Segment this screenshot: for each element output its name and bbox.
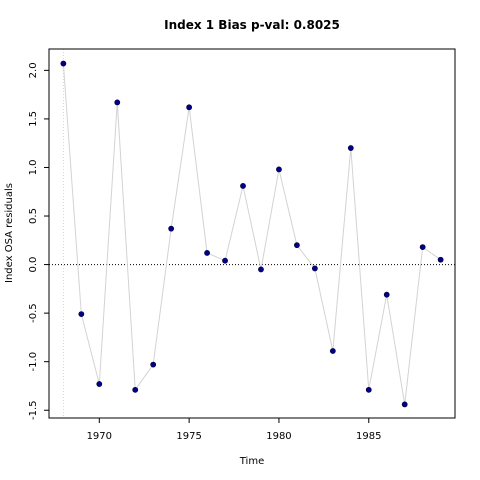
y-tick-label: 0.5 — [28, 208, 39, 224]
residual-connector-line — [62, 63, 441, 405]
x-tick-label: 1985 — [356, 431, 381, 442]
data-point — [311, 265, 318, 272]
data-point — [419, 244, 426, 250]
data-point — [150, 361, 157, 368]
data-point — [186, 104, 193, 111]
x-tick-label: 1980 — [266, 431, 291, 442]
data-point — [365, 386, 372, 393]
data-point — [204, 250, 210, 256]
data-point — [78, 311, 85, 317]
y-axis-title: Index OSA residuals — [4, 183, 15, 283]
data-point — [132, 386, 139, 393]
data-point — [347, 145, 354, 151]
data-point — [168, 225, 175, 232]
data-point — [240, 183, 246, 189]
data-point — [258, 266, 264, 273]
plot-frame — [48, 48, 456, 419]
data-point — [222, 257, 228, 264]
x-tick-label: 1975 — [176, 431, 201, 442]
y-tick-label: 1.0 — [28, 160, 39, 176]
data-point — [60, 60, 67, 67]
data-point — [276, 166, 282, 173]
data-point — [294, 242, 300, 249]
plot-area — [49, 49, 455, 418]
data-point — [329, 348, 336, 354]
x-axis-title: Time — [239, 456, 264, 467]
y-tick-label: 0.0 — [28, 257, 39, 273]
data-point — [401, 401, 408, 408]
data-point — [437, 256, 444, 263]
data-point — [114, 99, 121, 106]
y-tick-label: 2.0 — [28, 62, 39, 78]
x-tick-label: 1970 — [87, 431, 112, 442]
y-tick-label: -1.5 — [28, 400, 39, 420]
data-point — [383, 291, 390, 298]
y-tick-label: 1.5 — [28, 111, 39, 127]
y-tick-label: -0.5 — [28, 303, 39, 323]
chart-title: Index 1 Bias p-val: 0.8025 — [164, 18, 340, 32]
data-point — [96, 381, 103, 387]
y-tick-label: -1.0 — [28, 352, 39, 372]
x-axis: 1970 1975 1980 1985 — [87, 418, 381, 442]
y-axis: -1.5 -1.0 -0.5 0.0 0.5 1.0 1.5 2.0 — [28, 62, 49, 420]
